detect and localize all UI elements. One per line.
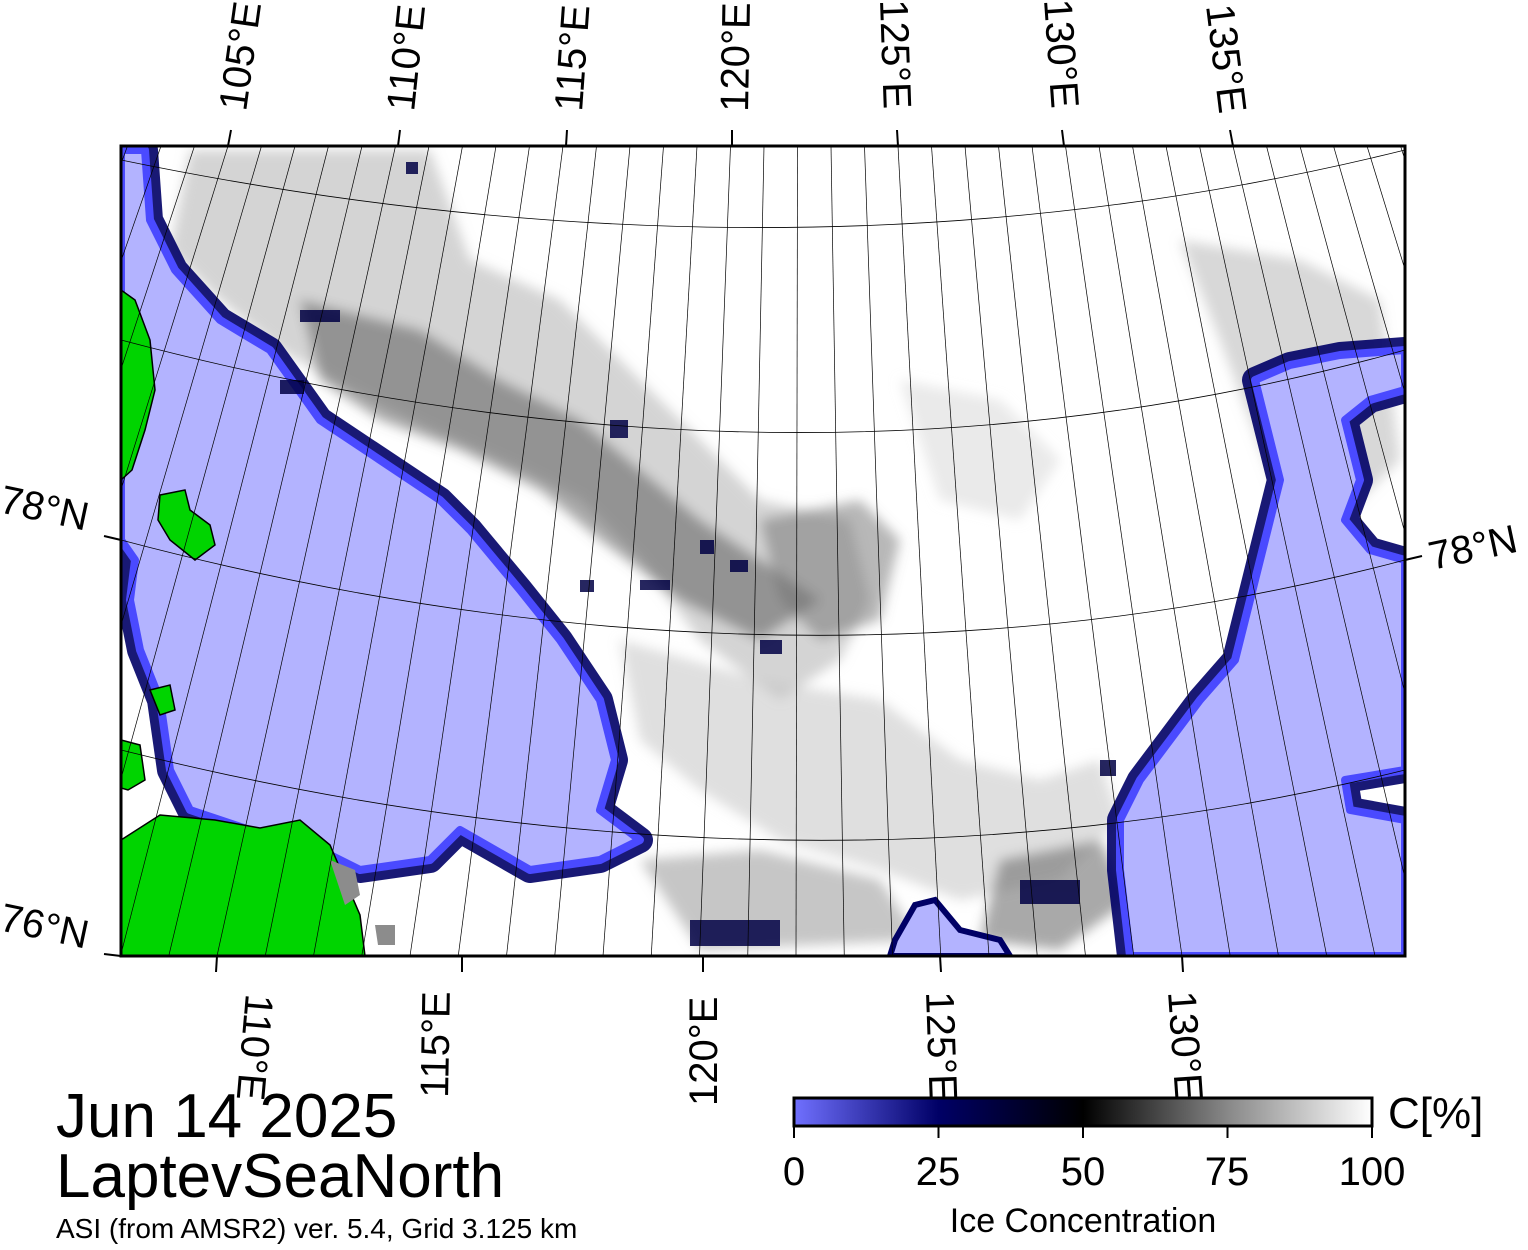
- meridian-line: [121, 146, 195, 371]
- meridian-line: [1098, 146, 1231, 956]
- meridian-line: [931, 146, 990, 956]
- colorbar-tick-label: 25: [915, 1150, 961, 1194]
- meridian-line: [1165, 146, 1328, 956]
- colorbar: [792, 1096, 1374, 1138]
- lon-label-125: 125°E: [871, 0, 919, 110]
- meridian-line: [1132, 146, 1279, 956]
- lon-label-135: 135°E: [1197, 2, 1254, 116]
- meridian-line: [650, 146, 698, 956]
- meridian-line: [0, 146, 94, 956]
- meridian-line: [506, 146, 597, 956]
- lon-label-bottom-120: 120°E: [682, 997, 726, 1106]
- colorbar-tick-label: 0: [782, 1150, 806, 1194]
- land-island-west: [157, 489, 216, 561]
- meridian-line: [168, 146, 363, 956]
- colorbar-gradient: [792, 1096, 1374, 1128]
- lon-label-130: 130°E: [1035, 0, 1087, 110]
- meridian-line: [747, 146, 765, 956]
- meridian-line: [121, 146, 296, 781]
- land-taymyr: [121, 814, 366, 956]
- lon-label-120: 120°E: [713, 2, 759, 112]
- land-northwest: [121, 289, 156, 482]
- meridian-line: [602, 146, 664, 956]
- meridian-line: [121, 146, 329, 956]
- lon-label-bottom-125: 125°E: [917, 991, 965, 1102]
- meridian-line: [409, 146, 530, 956]
- land-mask-coast: [330, 860, 395, 945]
- meridian-line: [121, 146, 128, 165]
- meridian-line: [1031, 146, 1135, 956]
- map-frame: [119, 144, 1407, 958]
- meridian-line: [361, 146, 497, 956]
- meridian-line: [1232, 146, 1405, 880]
- colorbar-ticks: [793, 1126, 1373, 1138]
- ice-leads: [280, 162, 1116, 946]
- lon-label-110: 110°E: [379, 2, 434, 112]
- map-date: Jun 14 2025: [56, 1082, 398, 1151]
- east-open-water: [1116, 346, 1405, 956]
- graticule: [121, 149, 1405, 841]
- meridian-line: [1299, 146, 1405, 535]
- meridian-line: [264, 146, 430, 956]
- meridian-line: [964, 146, 1038, 956]
- lon-label-bottom-110: 110°E: [228, 992, 281, 1102]
- meridian-line: [998, 146, 1086, 956]
- meridian-line: [0, 146, 61, 956]
- south-open-water-patch: [886, 896, 1014, 956]
- lon-label-bottom-130: 130°E: [1159, 990, 1211, 1102]
- meridian-line: [1199, 146, 1376, 956]
- top-longitude-labels: 105°E 110°E 115°E 120°E 125°E 130°E 135°…: [211, 0, 1254, 116]
- meridian-line: [795, 146, 798, 956]
- colorbar-tick-label: 75: [1204, 1150, 1250, 1194]
- lat-label-left-76: 76°N: [0, 896, 93, 958]
- meridian-lines: [0, 146, 1405, 956]
- lon-label-115: 115°E: [547, 3, 598, 112]
- map-area: [0, 146, 1405, 956]
- meridian-line: [864, 146, 893, 956]
- meridian-line: [1065, 146, 1183, 956]
- meridian-line: [121, 146, 229, 491]
- meridian-line: [121, 146, 262, 627]
- frame-ticks: [103, 129, 1423, 973]
- meridian-line: [457, 146, 564, 956]
- meridian-line: [554, 146, 631, 956]
- meridian-line: [1266, 146, 1405, 695]
- lon-label-105: 105°E: [211, 0, 270, 113]
- colorbar-tick-label: 50: [1060, 1150, 1106, 1194]
- land-islet-2: [121, 739, 146, 791]
- meridian-line: [830, 146, 845, 956]
- colorbar-unit: C[%]: [1388, 1089, 1484, 1138]
- colorbar-tick-label: 100: [1338, 1150, 1406, 1194]
- meridian-line: [699, 146, 731, 956]
- lon-label-bottom-115: 115°E: [413, 991, 459, 1098]
- meridian-line: [216, 146, 396, 956]
- map-region-name: LaptevSeaNorth: [56, 1142, 505, 1211]
- ice-concentration-texture: [170, 150, 1400, 950]
- meridian-line: [1333, 146, 1405, 395]
- land-islet: [148, 684, 176, 716]
- meridian-line: [897, 146, 942, 956]
- colorbar-title: Ice Concentration: [949, 1202, 1217, 1240]
- bottom-longitude-labels: 110°E 115°E 120°E 125°E 130°E: [228, 990, 1211, 1106]
- data-source-note: ASI (from AMSR2) ver. 5.4, Grid 3.125 km: [56, 1213, 578, 1244]
- lat-label-left-78: 78°N: [0, 478, 93, 540]
- lat-label-right-78: 78°N: [1425, 517, 1522, 579]
- meridian-line: [313, 146, 463, 956]
